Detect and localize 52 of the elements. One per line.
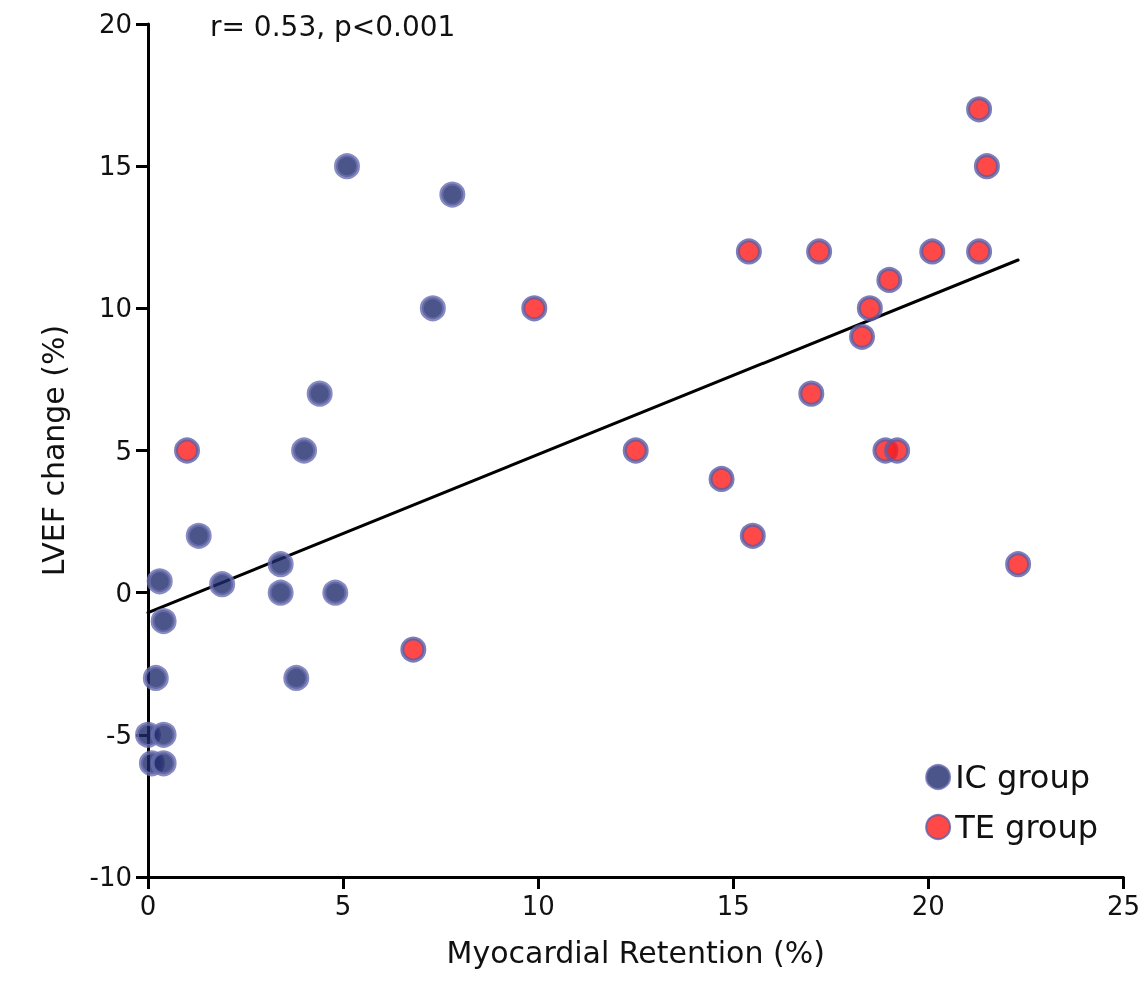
point	[185, 522, 212, 549]
point	[306, 380, 333, 407]
y-axis-title: LVEF change (%)	[35, 324, 71, 577]
point	[708, 465, 735, 492]
point	[739, 522, 766, 549]
point	[856, 295, 883, 322]
annotation: r= 0.53, p<0.001	[210, 9, 456, 43]
point	[150, 608, 177, 635]
point	[806, 238, 833, 265]
y-tick-label: 15	[98, 151, 132, 182]
point	[283, 664, 310, 691]
y-tick-label: -10	[89, 862, 132, 892]
point	[798, 380, 825, 407]
legend-label: IC group	[955, 758, 1091, 796]
point	[174, 437, 201, 464]
y-tick-label: 5	[115, 435, 132, 466]
x-tick-label: 15	[716, 891, 750, 921]
x-tick-label: 10	[521, 891, 555, 921]
point	[267, 579, 294, 606]
point	[966, 96, 993, 123]
point	[735, 238, 762, 265]
point	[146, 568, 173, 595]
point	[973, 153, 1000, 180]
point	[267, 551, 294, 578]
point	[1005, 551, 1032, 578]
point	[419, 295, 446, 322]
point	[150, 721, 177, 748]
y-tick-label: 20	[98, 9, 132, 39]
point	[884, 437, 911, 464]
point	[439, 181, 466, 208]
point	[291, 437, 318, 464]
x-tick-label: 5	[334, 891, 352, 921]
y-tick-label: 10	[98, 293, 132, 324]
point	[876, 266, 903, 293]
point	[322, 579, 349, 606]
point	[400, 636, 427, 663]
point	[849, 323, 876, 350]
x-axis-title: Myocardial Retention (%)	[446, 934, 825, 970]
point	[622, 437, 649, 464]
point	[142, 664, 169, 691]
point	[209, 571, 236, 598]
point	[521, 295, 548, 322]
legend-label: TE group	[954, 808, 1098, 846]
point	[150, 750, 177, 777]
point	[334, 153, 360, 180]
y-tick-label: 0	[115, 577, 132, 608]
x-tick-label: 0	[139, 891, 157, 921]
y-tick-label: -5	[106, 719, 132, 750]
point	[919, 238, 946, 265]
x-tick-label: 25	[1106, 891, 1140, 921]
x-tick-label: 20	[911, 891, 945, 921]
point	[966, 238, 993, 265]
